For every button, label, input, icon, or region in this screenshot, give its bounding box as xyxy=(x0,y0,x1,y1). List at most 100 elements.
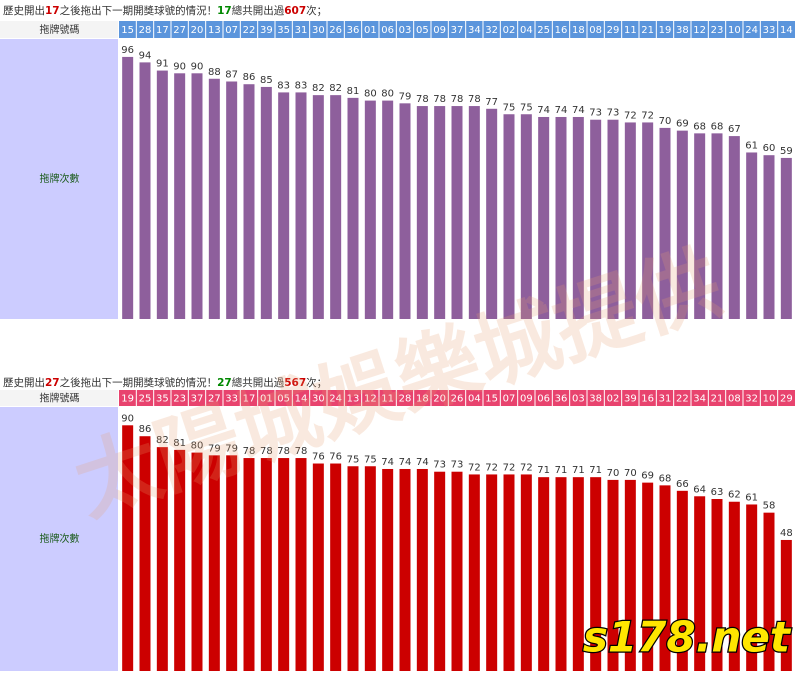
category-label: 18 xyxy=(416,394,429,405)
header-part: 607 xyxy=(284,5,306,17)
category-label: 25 xyxy=(537,25,550,36)
category-label: 06 xyxy=(537,394,550,405)
bar xyxy=(642,122,654,319)
category-label: 29 xyxy=(607,25,620,36)
data-label: 90 xyxy=(121,413,134,424)
row-label-cell xyxy=(0,390,118,406)
category-label: 32 xyxy=(745,394,758,405)
bar xyxy=(624,479,636,671)
bar xyxy=(399,468,411,671)
data-label: 61 xyxy=(745,140,758,151)
bar xyxy=(468,106,480,319)
panel-header: 歷史開出27之後拖出下一期開獎球號的情況！27總共開出過567次； xyxy=(3,376,327,389)
data-label: 75 xyxy=(503,102,516,113)
header-part: 27 xyxy=(45,377,60,389)
bar xyxy=(382,468,394,671)
bar xyxy=(139,62,151,319)
category-label: 38 xyxy=(589,394,602,405)
category-label: 23 xyxy=(173,394,186,405)
data-label: 88 xyxy=(208,67,221,78)
header-part: 17 xyxy=(45,5,60,17)
bar xyxy=(642,482,654,671)
category-label: 35 xyxy=(156,394,169,405)
data-label: 86 xyxy=(139,424,152,435)
data-label: 91 xyxy=(156,59,169,70)
bar xyxy=(711,133,723,319)
bar xyxy=(243,458,255,671)
category-label: 31 xyxy=(659,394,672,405)
bar xyxy=(347,97,359,320)
bar xyxy=(434,471,446,671)
bar xyxy=(191,452,203,671)
bar xyxy=(711,499,723,671)
category-label: 37 xyxy=(451,25,464,36)
bar xyxy=(676,130,688,319)
category-label: 21 xyxy=(711,394,724,405)
category-label: 38 xyxy=(676,25,689,36)
category-label: 07 xyxy=(225,25,238,36)
category-label: 12 xyxy=(693,25,706,36)
data-label: 90 xyxy=(173,61,186,72)
bar xyxy=(607,119,619,320)
category-label: 05 xyxy=(416,25,429,36)
bar xyxy=(746,504,758,671)
bar xyxy=(728,501,740,671)
bar xyxy=(763,512,775,671)
bar xyxy=(330,463,342,671)
data-label: 61 xyxy=(745,492,758,503)
data-label: 78 xyxy=(260,446,273,457)
bar xyxy=(260,458,272,671)
category-label: 36 xyxy=(347,25,360,36)
data-label: 82 xyxy=(329,83,342,94)
category-label: 03 xyxy=(399,25,412,36)
category-label: 10 xyxy=(728,25,741,36)
category-label: 32 xyxy=(485,25,498,36)
data-label: 74 xyxy=(572,105,585,116)
category-label: 15 xyxy=(121,25,134,36)
data-label: 78 xyxy=(416,94,429,105)
bar xyxy=(451,471,463,671)
data-label: 86 xyxy=(243,72,256,83)
category-label: 21 xyxy=(641,25,654,36)
bar xyxy=(174,449,186,671)
data-label: 66 xyxy=(676,479,689,490)
category-label: 34 xyxy=(468,25,481,36)
data-label: 77 xyxy=(485,97,498,108)
category-label: 05 xyxy=(277,394,290,405)
header-part: 之後拖出下一期開獎球號的情況！ xyxy=(60,376,218,389)
data-label: 80 xyxy=(364,89,377,100)
bar xyxy=(538,116,550,319)
data-label: 72 xyxy=(468,462,481,473)
bar xyxy=(278,92,290,319)
data-label: 79 xyxy=(208,443,221,454)
category-label: 35 xyxy=(277,25,290,36)
bar xyxy=(659,127,671,320)
data-label: 81 xyxy=(173,438,186,449)
bar xyxy=(676,490,688,671)
bar xyxy=(208,455,220,671)
row-label: 拖牌號碼 xyxy=(40,23,80,36)
data-label: 73 xyxy=(607,108,620,119)
data-label: 74 xyxy=(555,105,568,116)
category-label: 08 xyxy=(728,394,741,405)
bar xyxy=(226,81,238,320)
category-label: 28 xyxy=(139,25,152,36)
category-label: 12 xyxy=(364,394,377,405)
bar xyxy=(191,73,203,319)
data-label: 76 xyxy=(329,452,342,463)
bar xyxy=(312,463,324,671)
data-label: 75 xyxy=(347,454,360,465)
data-label: 71 xyxy=(572,465,585,476)
logo: s178.net xyxy=(583,613,792,662)
category-label: 33 xyxy=(225,394,238,405)
category-label: 23 xyxy=(711,25,724,36)
data-label: 96 xyxy=(121,45,134,56)
data-label: 67 xyxy=(728,124,741,135)
header-part: 歷史開出 xyxy=(3,376,45,389)
bar xyxy=(572,116,584,319)
category-label: 26 xyxy=(451,394,464,405)
category-label: 14 xyxy=(295,394,308,405)
data-label: 82 xyxy=(156,435,169,446)
category-label: 06 xyxy=(381,25,394,36)
